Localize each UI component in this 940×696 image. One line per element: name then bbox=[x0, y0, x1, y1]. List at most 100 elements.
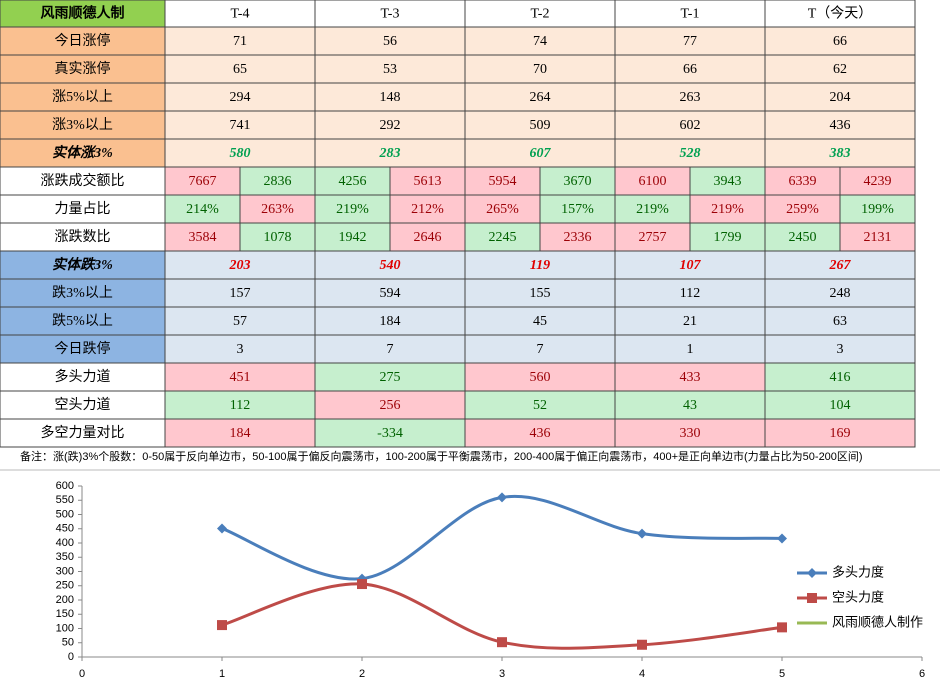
cell bbox=[164, 278, 316, 308]
y-tick-label: 450 bbox=[56, 523, 74, 535]
y-tick-label: 150 bbox=[56, 608, 74, 620]
cell-text: 294 bbox=[230, 90, 251, 105]
y-tick-label: 550 bbox=[56, 494, 74, 506]
cell bbox=[464, 418, 616, 448]
cell bbox=[839, 222, 916, 252]
cell bbox=[689, 194, 766, 224]
cell bbox=[164, 26, 316, 56]
note: 备注：涨(跌)3%个股数：0-50属于反向单边市，50-100属于偏反向震荡市，… bbox=[20, 449, 863, 463]
header-text: T-2 bbox=[531, 7, 550, 22]
x-tick-label: 2 bbox=[359, 668, 365, 680]
cell-text: 66 bbox=[683, 62, 697, 77]
cell bbox=[764, 418, 916, 448]
cell bbox=[764, 26, 916, 56]
cell bbox=[164, 110, 316, 140]
cell bbox=[839, 194, 916, 224]
y-tick-label: 350 bbox=[56, 551, 74, 563]
cell-text: 219% bbox=[636, 202, 669, 217]
x-tick-label: 6 bbox=[919, 668, 925, 680]
cell-text: 6100 bbox=[639, 174, 667, 189]
cell-text: 4239 bbox=[864, 174, 892, 189]
y-tick-label: 250 bbox=[56, 580, 74, 592]
y-tick-label: 400 bbox=[56, 537, 74, 549]
cell bbox=[764, 362, 916, 392]
y-tick-label: 0 bbox=[68, 651, 74, 663]
cell bbox=[614, 390, 766, 420]
cell bbox=[464, 222, 541, 252]
cell-text: 433 bbox=[680, 370, 701, 385]
row-label-cell bbox=[0, 54, 166, 84]
cell-text: 5954 bbox=[489, 174, 517, 189]
cell-text: 1799 bbox=[714, 230, 742, 245]
cell bbox=[764, 390, 916, 420]
cell-text: 157 bbox=[230, 286, 251, 301]
cell-text: 283 bbox=[379, 146, 401, 161]
row-label: 涨跌数比 bbox=[55, 229, 111, 245]
cell-text: 57 bbox=[233, 314, 247, 329]
row-label: 涨3%以上 bbox=[52, 117, 113, 133]
marker bbox=[497, 637, 507, 648]
cell bbox=[314, 194, 391, 224]
cell-text: 256 bbox=[380, 398, 401, 413]
y-tick-label: 50 bbox=[62, 637, 74, 649]
cell-text: 264 bbox=[530, 90, 551, 105]
cell bbox=[239, 222, 316, 252]
cell-text: 66 bbox=[833, 34, 847, 49]
cell bbox=[764, 250, 916, 280]
cell-text: 199% bbox=[861, 202, 894, 217]
cell-text: 741 bbox=[230, 118, 251, 133]
row-label: 今日涨停 bbox=[55, 32, 111, 49]
row-label-cell bbox=[0, 110, 166, 140]
row-label-cell bbox=[0, 250, 166, 280]
cell-text: 21 bbox=[683, 314, 697, 329]
legend-label: 风雨顺德人制作 bbox=[832, 614, 923, 629]
cell-text: 560 bbox=[530, 370, 551, 385]
cell-text: 3584 bbox=[189, 230, 217, 245]
cell-text: 169 bbox=[830, 426, 851, 441]
cell-text: 74 bbox=[533, 34, 547, 49]
cell-text: 451 bbox=[230, 370, 251, 385]
cell-text: 267 bbox=[829, 258, 852, 273]
row-label: 空头力道 bbox=[55, 397, 111, 413]
cell-text: 119 bbox=[530, 258, 550, 273]
cell-text: 602 bbox=[680, 118, 701, 133]
cell-text: 1942 bbox=[339, 230, 367, 245]
cell-text: 71 bbox=[233, 34, 247, 49]
cell bbox=[164, 250, 316, 280]
cell-text: 63 bbox=[833, 314, 847, 329]
cell-text: 265% bbox=[486, 202, 519, 217]
cell-text: 580 bbox=[230, 146, 251, 161]
cell-text: 43 bbox=[683, 398, 697, 413]
header-text: T-3 bbox=[381, 7, 400, 22]
y-tick-label: 100 bbox=[56, 622, 74, 634]
cell-text: 112 bbox=[230, 398, 250, 413]
row-label: 今日跌停 bbox=[55, 340, 111, 357]
cell bbox=[614, 222, 691, 252]
cell bbox=[764, 334, 916, 364]
cell bbox=[389, 194, 466, 224]
marker bbox=[217, 620, 227, 631]
cell-text: 52 bbox=[533, 398, 547, 413]
cell-text: 155 bbox=[530, 286, 551, 301]
cell bbox=[839, 166, 916, 196]
cell-text: 7667 bbox=[189, 174, 217, 189]
cell-text: 292 bbox=[380, 118, 401, 133]
cell bbox=[464, 110, 616, 140]
cell-text: 53 bbox=[383, 62, 397, 77]
cell bbox=[764, 278, 916, 308]
marker bbox=[777, 622, 787, 633]
cell-text: 5613 bbox=[414, 174, 442, 189]
cell-text: 436 bbox=[830, 118, 851, 133]
cell-text: -334 bbox=[377, 426, 403, 441]
legend-marker bbox=[807, 593, 817, 603]
row-label: 真实涨停 bbox=[55, 60, 111, 77]
header-text: T-4 bbox=[231, 7, 250, 22]
row-label: 涨5%以上 bbox=[52, 89, 113, 105]
cell-text: 1078 bbox=[264, 230, 292, 245]
x-tick-label: 4 bbox=[639, 668, 645, 680]
y-tick-label: 300 bbox=[56, 565, 74, 577]
cell bbox=[614, 278, 766, 308]
cell bbox=[464, 82, 616, 112]
cell bbox=[164, 138, 316, 168]
